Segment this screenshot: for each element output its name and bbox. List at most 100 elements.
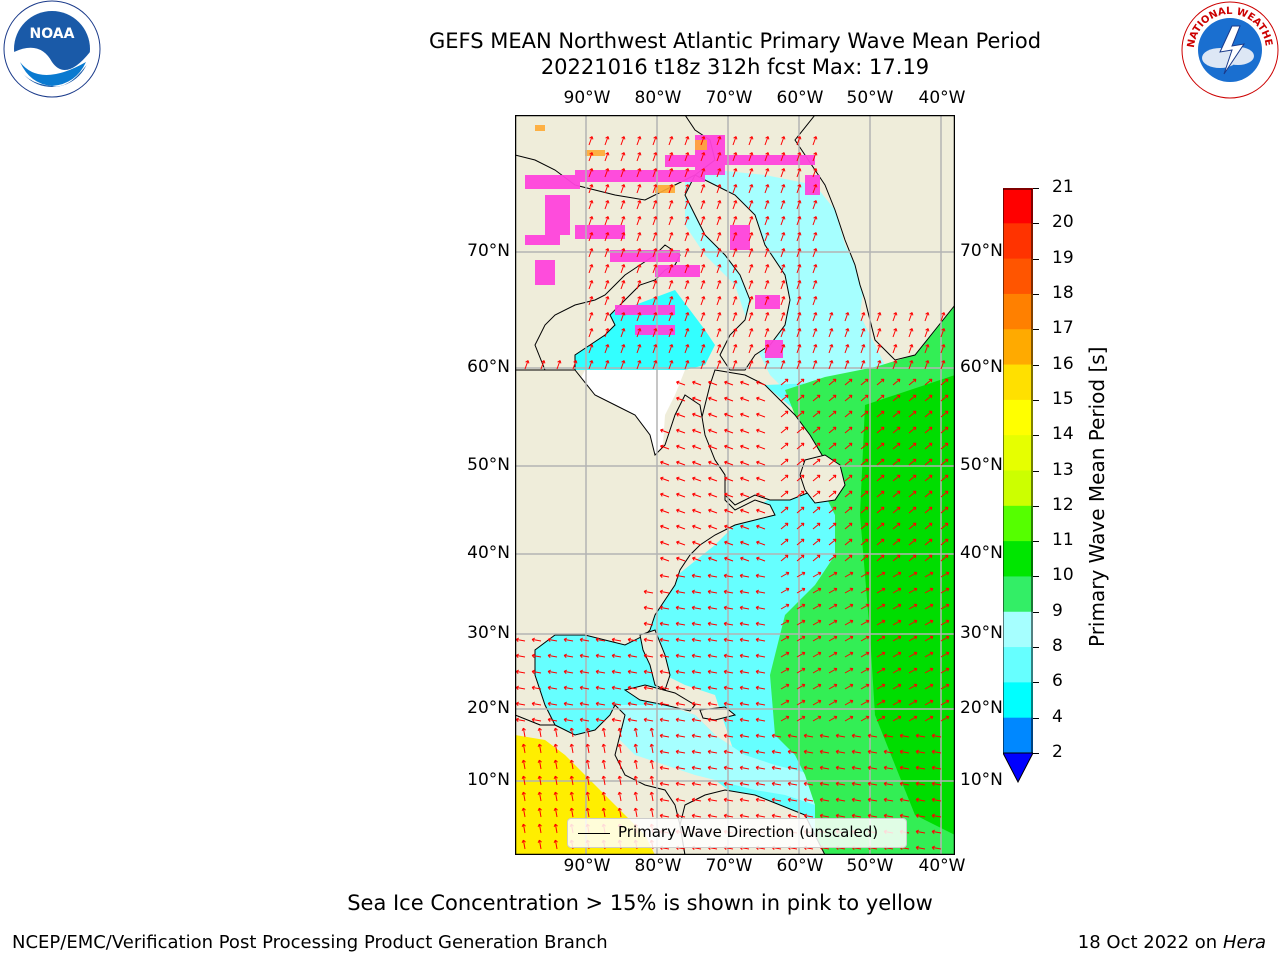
wave-arrow-head	[755, 767, 759, 770]
wave-arrow	[836, 814, 846, 818]
wave-arrow	[844, 522, 853, 530]
wave-arrow	[548, 702, 558, 706]
wave-arrow-head	[659, 575, 663, 578]
wave-arrow-head	[765, 184, 769, 187]
wave-arrow-head	[899, 815, 903, 818]
wave-arrow-head	[553, 791, 556, 796]
wave-arrow	[748, 136, 753, 146]
wave-arrow	[796, 700, 806, 706]
wave-arrow	[618, 776, 622, 786]
colorbar-label: Primary Wave Mean Period [s]	[1085, 346, 1109, 648]
colorbar-swatch	[1003, 470, 1033, 507]
wave-arrow	[602, 776, 606, 786]
wave-arrow-head	[669, 216, 673, 219]
wave-arrow	[756, 445, 766, 450]
wave-arrow-head	[659, 751, 663, 754]
wave-arrow-head	[521, 839, 524, 844]
wave-arrow	[780, 312, 785, 322]
wave-arrow	[844, 652, 854, 658]
wave-arrow	[660, 654, 670, 658]
wave-arrow	[908, 328, 913, 338]
wave-arrow	[708, 397, 718, 402]
wave-arrow	[756, 461, 766, 466]
wave-arrow	[740, 622, 750, 626]
wave-arrow-head	[531, 671, 535, 674]
wave-arrow	[676, 413, 686, 418]
wave-arrow-head	[915, 767, 919, 770]
wave-arrow	[522, 824, 526, 834]
wave-arrow	[868, 798, 878, 802]
wave-arrow	[780, 394, 789, 402]
wave-arrow	[522, 792, 526, 802]
wave-arrow	[612, 718, 622, 722]
wave-arrow	[852, 798, 862, 802]
wave-arrow-head	[685, 152, 689, 155]
wave-arrow	[812, 474, 821, 482]
wave-arrow	[876, 620, 886, 626]
wave-arrow	[748, 344, 753, 354]
wave-arrow	[796, 360, 801, 370]
wave-arrow	[700, 360, 705, 370]
wave-arrow-head	[797, 136, 801, 139]
wave-arrow	[708, 686, 718, 690]
wave-arrow	[676, 782, 686, 786]
wave-arrow-head	[675, 767, 679, 770]
wave-arrow	[796, 200, 801, 210]
wave-arrow	[596, 702, 606, 706]
wave-arrow-head	[724, 413, 727, 417]
wave-arrow-head	[643, 591, 647, 594]
wave-arrow	[668, 296, 673, 306]
wave-arrow	[932, 766, 942, 770]
wave-arrow	[796, 572, 806, 578]
wave-arrow	[916, 830, 926, 834]
wave-arrow-head	[749, 280, 753, 283]
wave-arrow-head	[733, 184, 737, 187]
wave-arrow	[748, 184, 753, 194]
wave-arrow-head	[685, 328, 689, 331]
wave-arrow	[628, 702, 638, 706]
wave-arrow-head	[605, 312, 609, 315]
wave-arrow	[724, 686, 734, 690]
wave-arrow	[620, 136, 625, 146]
wave-arrow	[772, 734, 782, 738]
colorbar-tick-label: 20	[1052, 212, 1074, 233]
wave-arrow-head	[925, 328, 929, 331]
lat-label-right: 50°N	[960, 455, 1003, 475]
wave-arrow	[908, 604, 918, 610]
wave-arrow	[634, 760, 638, 770]
wave-arrow-head	[771, 767, 775, 770]
wave-arrow-head	[521, 727, 524, 732]
wave-arrow-head	[676, 557, 679, 561]
wave-arrow	[732, 344, 737, 354]
wave-arrow	[860, 538, 869, 546]
wave-arrow	[812, 312, 817, 322]
wave-arrow-head	[740, 397, 743, 401]
wave-arrow	[804, 734, 814, 738]
wave-arrow	[892, 378, 901, 386]
colorbar-frame	[1002, 188, 1033, 753]
wave-arrow-head	[835, 735, 839, 738]
wave-arrow	[588, 232, 593, 242]
wave-arrow	[764, 280, 769, 290]
wave-arrow-head	[813, 360, 817, 363]
wave-arrow-head	[733, 232, 737, 235]
wave-arrow-head	[877, 360, 881, 363]
wave-arrow	[676, 590, 686, 594]
wave-arrow	[796, 394, 805, 402]
wave-arrow-head	[883, 799, 887, 802]
wave-arrow-head	[653, 360, 657, 363]
wave-arrow-head	[660, 557, 663, 561]
wave-arrow-head	[621, 280, 625, 283]
wave-arrow	[716, 184, 721, 194]
wave-arrow-head	[691, 623, 695, 626]
wave-arrow	[628, 670, 638, 674]
wave-arrow	[916, 734, 926, 738]
wave-arrow	[570, 792, 574, 802]
wave-arrow	[756, 381, 766, 386]
wave-arrow	[844, 378, 853, 386]
colorbar-tick-label: 17	[1052, 318, 1074, 339]
wave-arrow-head	[883, 815, 887, 818]
wave-arrow-head	[660, 509, 663, 513]
wave-arrow-head	[585, 775, 588, 780]
wave-arrow	[868, 766, 878, 770]
